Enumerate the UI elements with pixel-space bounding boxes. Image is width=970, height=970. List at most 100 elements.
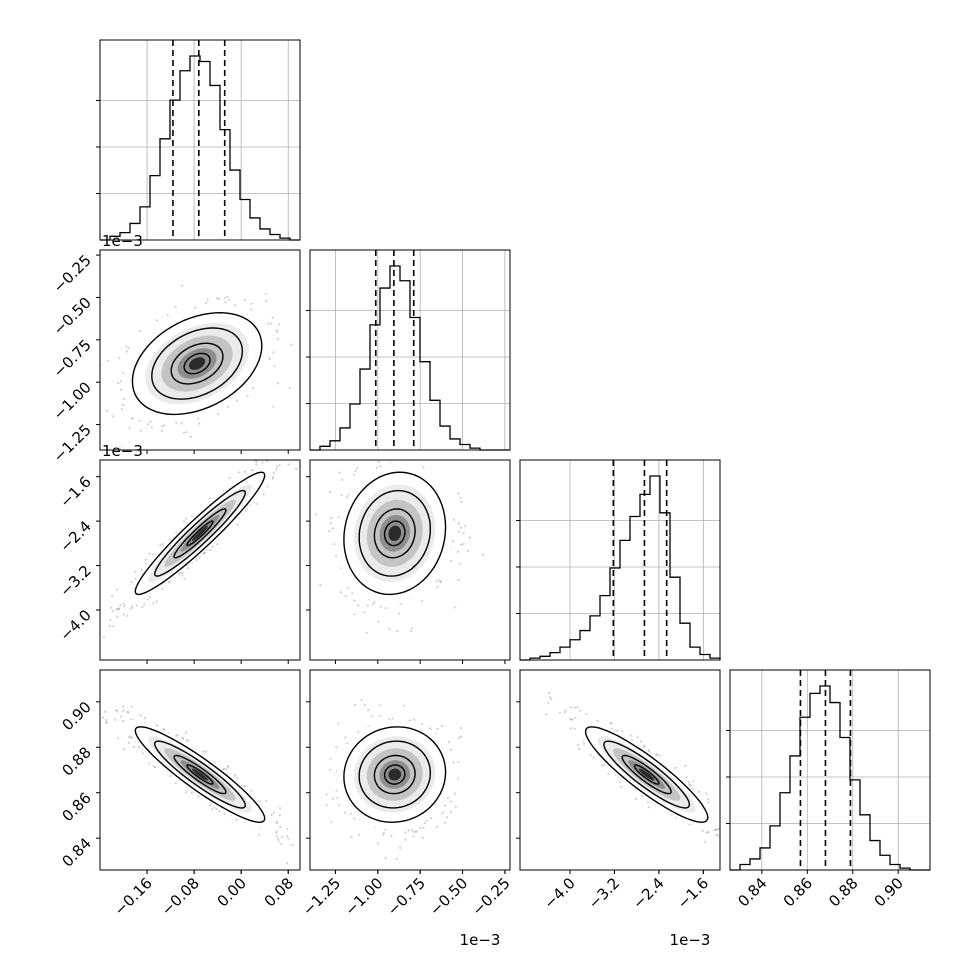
sample-point: [86, 648, 88, 650]
sample-point: [109, 618, 112, 621]
sample-point: [243, 298, 246, 301]
sample-point: [325, 793, 328, 796]
sample-point: [271, 477, 274, 480]
contour-line-3: [383, 764, 406, 785]
sample-point: [436, 586, 439, 589]
sample-point: [130, 607, 133, 610]
sample-point: [122, 403, 125, 407]
sample-point: [126, 710, 129, 713]
sample-point: [216, 297, 219, 300]
sample-point: [114, 608, 118, 611]
sample-point: [161, 587, 164, 591]
sample-point: [180, 422, 183, 425]
sample-point: [269, 322, 273, 325]
sample-point: [210, 808, 214, 811]
density-level-4: [388, 525, 402, 541]
sample-point: [377, 460, 380, 464]
sample-point: [380, 455, 382, 457]
sample-point: [105, 721, 109, 724]
sample-point: [175, 531, 178, 534]
sample-point: [148, 552, 151, 555]
sample-point: [569, 718, 572, 721]
sample-point: [184, 731, 188, 734]
sample-point: [234, 774, 237, 777]
sample-point: [185, 738, 188, 742]
sample-point: [163, 424, 166, 427]
sample-point: [578, 709, 582, 712]
contour-line-2: [373, 508, 416, 559]
sample-point: [643, 744, 646, 747]
sample-point: [121, 719, 125, 723]
sample-point: [152, 602, 155, 605]
sample-point: [463, 524, 467, 528]
scatter-panel-2-1: [306, 454, 511, 664]
scatter-body: [325, 699, 463, 861]
sample-point: [111, 595, 114, 598]
sample-point: [271, 457, 273, 459]
sample-point: [152, 765, 156, 768]
sample-point: [399, 846, 402, 849]
sample-point: [378, 704, 381, 707]
sample-point: [459, 726, 463, 730]
sample-point: [244, 785, 247, 788]
sample-point: [175, 734, 178, 737]
sample-point: [331, 797, 334, 800]
sample-point: [411, 454, 413, 456]
sample-point: [261, 461, 264, 464]
contour-line-2: [173, 754, 227, 795]
sample-point: [275, 329, 278, 332]
sample-point: [574, 716, 577, 720]
sample-point: [246, 394, 249, 397]
sample-point: [149, 420, 152, 423]
sample-point: [146, 598, 149, 601]
sample-point: [97, 384, 99, 386]
sample-point: [333, 543, 336, 546]
sample-point: [344, 594, 347, 598]
sample-point: [278, 807, 282, 810]
sample-point: [558, 711, 562, 714]
sample-point: [139, 429, 142, 432]
sample-point: [330, 517, 333, 520]
sample-point: [337, 515, 340, 519]
sample-point: [422, 466, 425, 469]
sample-point: [272, 405, 275, 408]
sample-point: [268, 358, 271, 361]
sample-point: [276, 837, 280, 841]
sample-point: [287, 463, 290, 466]
contour-line-3: [186, 520, 214, 547]
sample-point: [259, 800, 262, 803]
sample-point: [460, 543, 463, 546]
sample-point: [140, 568, 143, 571]
sample-point: [639, 740, 642, 743]
sample-point: [161, 424, 164, 428]
sample-point: [224, 301, 227, 304]
sample-point: [705, 792, 708, 795]
contour-line-2: [170, 342, 224, 385]
sample-point: [222, 768, 226, 771]
sample-point: [338, 471, 341, 474]
sample-point: [354, 470, 357, 473]
sample-point: [689, 784, 692, 787]
sample-point: [456, 777, 459, 780]
sample-point: [449, 800, 453, 803]
panel-frame: [309, 669, 511, 871]
sample-point: [228, 476, 231, 479]
sample-point: [382, 455, 384, 457]
density-level-4: [388, 768, 402, 781]
sample-point: [120, 388, 123, 391]
sample-point: [120, 407, 123, 411]
sample-point: [353, 613, 356, 616]
sample-point: [447, 741, 451, 744]
sample-point: [435, 580, 439, 583]
histogram-panel-1: [306, 249, 511, 451]
sample-point: [328, 530, 331, 533]
sample-point: [205, 301, 208, 304]
contour-line-1: [358, 489, 432, 577]
density-level-4: [191, 525, 209, 541]
sample-point: [443, 821, 447, 824]
sample-point: [281, 835, 284, 839]
sample-point: [148, 762, 151, 765]
sample-point: [118, 357, 121, 360]
sample-point: [174, 305, 177, 309]
sample-point: [111, 415, 114, 418]
